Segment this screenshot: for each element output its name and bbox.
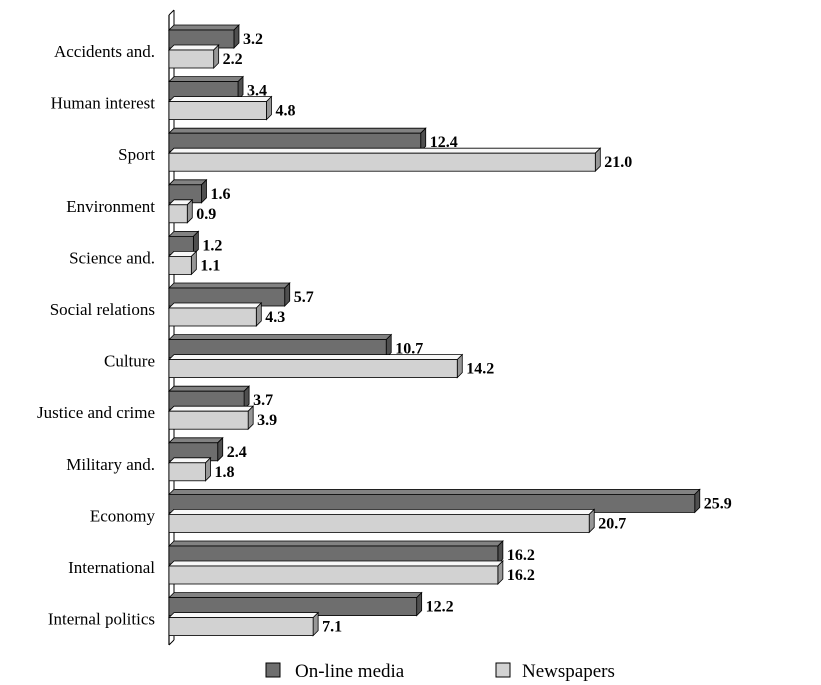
value-label-newspapers: 21.0: [604, 154, 632, 171]
value-label-online-media: 12.2: [426, 599, 454, 616]
legend-label-newspapers: Newspapers: [522, 661, 615, 682]
value-label-newspapers: 20.7: [598, 515, 626, 532]
category-label: Human interest: [51, 94, 156, 113]
category-label: Justice and crime: [37, 403, 155, 422]
bar-newspapers: [168, 302, 263, 327]
value-label-newspapers: 3.9: [257, 412, 277, 429]
bar-online-media: [168, 436, 224, 462]
value-label-online-media: 10.7: [395, 341, 423, 358]
bar-online-media: [168, 540, 504, 565]
category-label: Science and.: [69, 248, 155, 267]
category-label: Internal politics: [48, 610, 155, 629]
value-label-newspapers: 4.3: [265, 309, 285, 326]
value-label-newspapers: 4.8: [275, 103, 295, 120]
bar-online-media: [168, 127, 427, 153]
bar-newspapers: [168, 353, 464, 379]
category-label: Social relations: [50, 300, 155, 319]
bar-newspapers: [168, 560, 504, 585]
value-label-online-media: 2.4: [227, 444, 247, 461]
category-label: Environment: [66, 197, 155, 216]
category-label: Military and.: [66, 455, 155, 474]
category-label: International: [68, 558, 155, 577]
category-label: Culture: [104, 352, 155, 371]
bar-online-media: [168, 24, 240, 49]
bar-newspapers: [168, 405, 255, 431]
value-label-newspapers: 1.8: [215, 464, 235, 481]
bar-online-media: [168, 75, 244, 101]
bar-newspapers: [168, 250, 198, 276]
value-label-online-media: 3.4: [247, 83, 267, 100]
bar-online-media: [168, 488, 701, 514]
bar-online-media: [168, 230, 200, 256]
bar-online-media: [168, 178, 208, 204]
bar-newspapers: [168, 95, 273, 121]
value-label-online-media: 3.7: [253, 392, 273, 409]
legend-swatch-newspapers: [495, 662, 511, 678]
axis-bottom-edge: [168, 639, 175, 646]
bar-newspapers: [168, 147, 602, 173]
bar-newspapers: [168, 611, 320, 637]
value-label-online-media: 12.4: [430, 134, 458, 151]
bar-newspapers: [168, 508, 596, 534]
value-labels: 3.22.23.4 4.8 12.4 21.0 1.6 0.9 1.2 1.1 5.7 4.3 10…: [196, 31, 732, 636]
value-label-newspapers: 2.2: [223, 51, 243, 68]
value-label-online-media: 25.9: [704, 495, 732, 512]
legend: On-line media Newspapers: [265, 661, 615, 682]
value-label-online-media: 16.2: [507, 547, 535, 564]
category-label: Economy: [90, 506, 156, 525]
legend-label-online-media: On-line media: [295, 661, 405, 682]
value-label-newspapers: 0.9: [196, 206, 216, 223]
bar-online-media: [168, 333, 393, 359]
category-labels: Accidents and. Human interest Sport Environ…: [37, 42, 156, 629]
value-label-newspapers: 7.1: [322, 619, 342, 636]
value-label-newspapers: 14.2: [466, 361, 494, 378]
axis-top-edge: [168, 9, 175, 16]
bar-newspapers: [168, 44, 220, 69]
value-label-newspapers: 1.1: [200, 257, 220, 274]
value-label-online-media: 1.2: [202, 237, 222, 254]
legend-swatch-online-media: [265, 662, 281, 678]
bar-online-media: [168, 282, 291, 307]
value-label-newspapers: 16.2: [507, 567, 535, 584]
value-label-online-media: 3.2: [243, 31, 263, 48]
bar-newspapers: [168, 198, 194, 224]
value-label-online-media: 5.7: [294, 289, 314, 306]
bars: [168, 24, 701, 637]
category-label: Sport: [118, 145, 155, 164]
bar-newspapers: [168, 456, 212, 482]
bar-online-media: [168, 385, 251, 411]
bar-online-media: [168, 591, 423, 617]
value-label-online-media: 1.6: [210, 186, 230, 203]
category-label: Accidents and.: [54, 42, 155, 61]
